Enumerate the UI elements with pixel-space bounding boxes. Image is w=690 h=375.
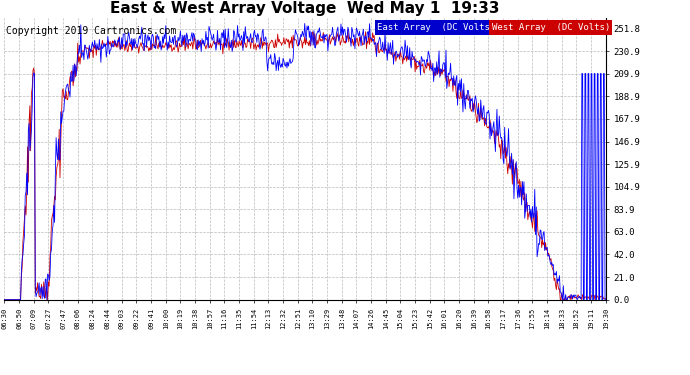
Text: West Array  (DC Volts): West Array (DC Volts) xyxy=(491,23,610,32)
Text: Copyright 2019 Cartronics.com: Copyright 2019 Cartronics.com xyxy=(6,26,176,36)
Text: East Array  (DC Volts): East Array (DC Volts) xyxy=(377,23,495,32)
Title: East & West Array Voltage  Wed May 1  19:33: East & West Array Voltage Wed May 1 19:3… xyxy=(110,2,500,16)
